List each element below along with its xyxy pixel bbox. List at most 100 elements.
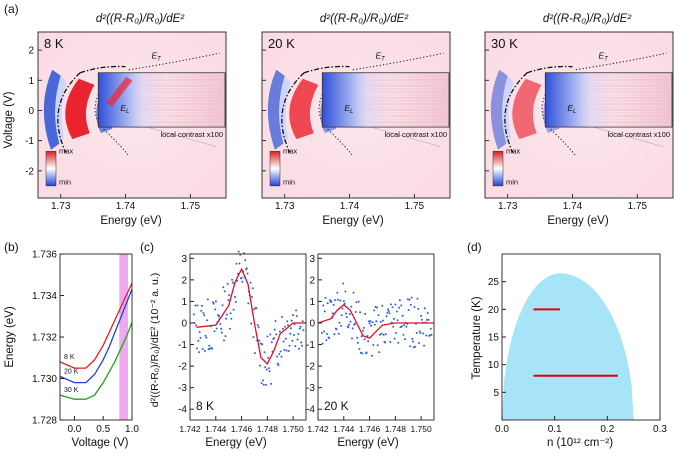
data-point xyxy=(276,355,278,358)
data-point xyxy=(238,262,241,265)
map-blue-lobe xyxy=(267,69,285,150)
data-point xyxy=(362,326,365,329)
data-point xyxy=(212,302,215,305)
inset-noise-stripe xyxy=(360,97,448,100)
map-trion-dotted-line xyxy=(575,52,667,71)
data-point xyxy=(430,333,433,336)
data-point xyxy=(227,299,230,302)
inset-local-contrast xyxy=(544,72,673,128)
data-point xyxy=(282,340,285,343)
data-point xyxy=(262,383,265,386)
xtick-label-d: 0.2 xyxy=(600,424,614,435)
inset-noise-stripe xyxy=(583,91,671,94)
data-point xyxy=(235,262,238,265)
data-point xyxy=(354,311,357,313)
data-point xyxy=(356,341,359,344)
xtick-label-c: 1.746 xyxy=(231,424,253,434)
map-frame xyxy=(37,31,227,199)
data-point xyxy=(208,344,211,347)
data-point xyxy=(283,349,286,351)
data-point xyxy=(371,321,374,324)
panel-label-d: (d) xyxy=(467,240,482,254)
data-point xyxy=(201,304,203,307)
map-xtick-label: 1.73 xyxy=(498,201,518,212)
data-point xyxy=(409,303,412,306)
data-point xyxy=(275,333,278,336)
data-point xyxy=(192,313,195,316)
data-point xyxy=(326,302,329,305)
data-point xyxy=(405,325,408,328)
data-point xyxy=(288,344,291,347)
data-point xyxy=(220,327,223,330)
ytick-label-c: -2 xyxy=(178,362,187,373)
data-point xyxy=(369,320,372,323)
data-point xyxy=(404,338,406,341)
data-point xyxy=(292,314,295,317)
data-point xyxy=(361,352,364,355)
data-point xyxy=(219,323,222,325)
xtick-label-c: 1.742 xyxy=(307,424,329,434)
data-point xyxy=(419,332,422,334)
temperature-label: 30 K xyxy=(491,36,518,51)
data-point xyxy=(331,312,334,315)
series-label: 20 K xyxy=(64,368,79,375)
highlight-band xyxy=(119,254,128,420)
data-point xyxy=(290,319,293,322)
data-point xyxy=(366,335,369,337)
data-point xyxy=(244,259,247,262)
data-point xyxy=(291,339,294,342)
data-point xyxy=(381,319,384,322)
data-point xyxy=(414,345,417,348)
inset-red-streak xyxy=(106,76,133,107)
data-point xyxy=(281,327,284,330)
data-point xyxy=(298,327,301,330)
axes-frame-c xyxy=(317,253,435,421)
data-point xyxy=(299,325,302,328)
data-point xyxy=(393,337,396,340)
data-point xyxy=(217,315,220,318)
data-point xyxy=(268,370,271,373)
inset-noise-stripe xyxy=(583,79,671,82)
data-point xyxy=(197,339,200,342)
data-point xyxy=(398,299,401,302)
data-point xyxy=(412,340,414,343)
map-red-lobe xyxy=(289,78,319,140)
data-point xyxy=(423,344,426,347)
ytick-label-c: 2 xyxy=(181,275,187,286)
ytick-label-b: 1.728 xyxy=(32,416,57,427)
map-title: d²((R-R₀)/R₀)/dE² xyxy=(96,13,185,25)
data-point xyxy=(260,382,263,385)
map-boundary-dashdot-top xyxy=(526,65,573,74)
inset-noise-stripe xyxy=(360,85,448,88)
data-point xyxy=(231,278,234,281)
map-boundary-dashdot-top xyxy=(79,65,126,74)
data-point xyxy=(320,332,323,334)
data-point xyxy=(333,333,336,336)
data-point xyxy=(378,351,381,354)
ytick-label-b: 1.730 xyxy=(32,374,57,385)
data-point xyxy=(251,287,254,290)
inset-local-contrast xyxy=(97,72,226,128)
data-point xyxy=(301,344,303,347)
data-point xyxy=(193,322,196,324)
map-ytick-label: -1 xyxy=(25,136,34,147)
map-trion-dotted-line xyxy=(352,52,444,71)
data-point xyxy=(252,336,255,339)
series-line-20k xyxy=(59,289,133,384)
inset-noise-stripe xyxy=(136,73,224,76)
data-point xyxy=(276,362,279,365)
data-point xyxy=(384,341,387,344)
colorbar xyxy=(269,150,281,187)
inset-noise-stripe xyxy=(360,73,448,76)
data-point xyxy=(255,307,258,310)
data-point xyxy=(415,331,418,334)
map-xtick-label: 1.73 xyxy=(51,201,71,212)
data-point xyxy=(199,336,202,339)
map-xtick-label: 1.75 xyxy=(628,201,648,212)
data-point xyxy=(206,319,209,322)
map-red-lobe xyxy=(512,78,542,140)
data-point xyxy=(358,348,361,351)
data-point xyxy=(229,312,232,315)
data-point xyxy=(365,351,368,354)
